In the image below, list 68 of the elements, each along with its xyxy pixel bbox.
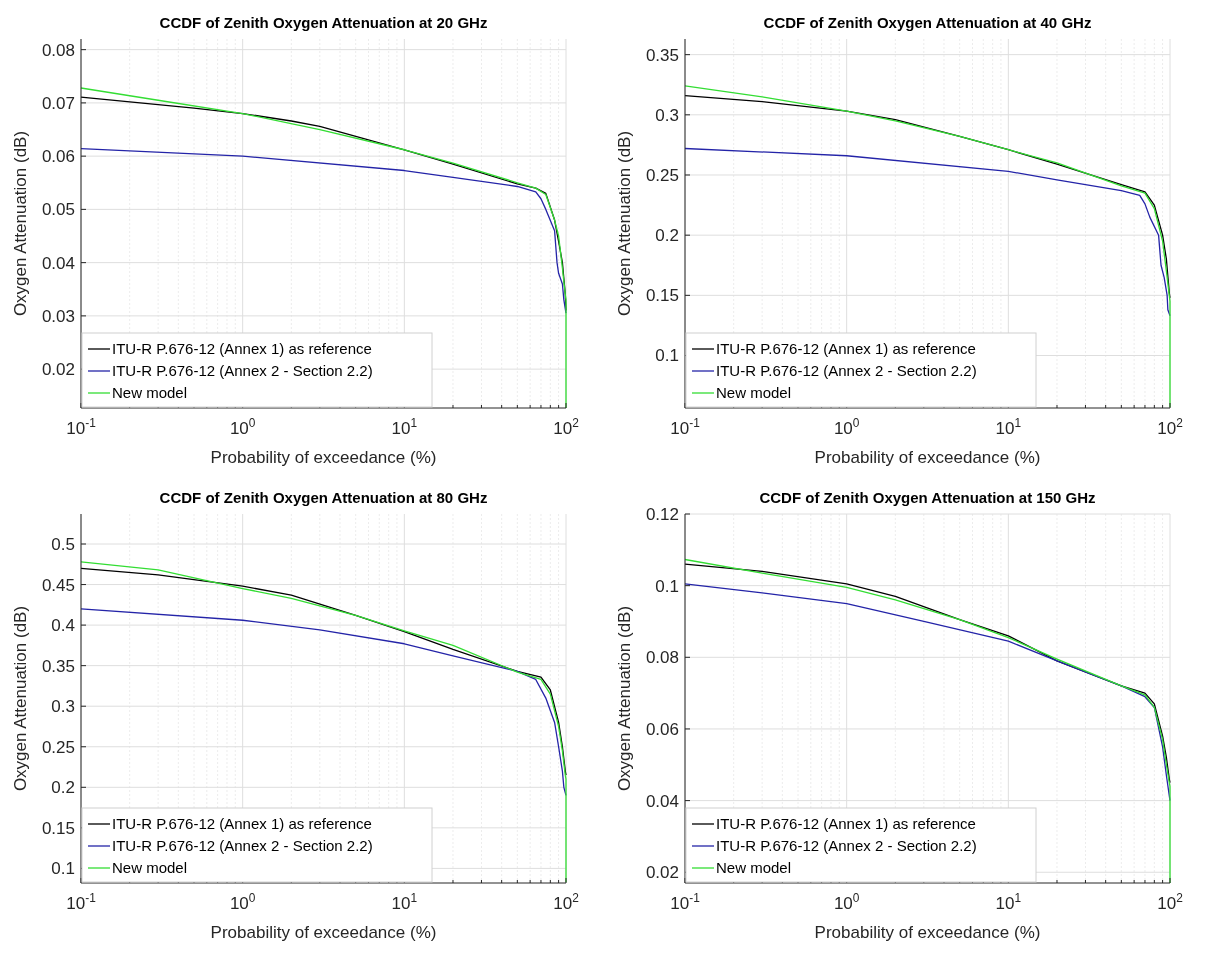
y-axis-title: Oxygen Attenuation (dB): [11, 130, 30, 317]
x-tick-label: 10$^{0}$: [229, 416, 256, 438]
x-tick-label: 10$^{-1}$: [66, 891, 97, 913]
legend-label: ITU-R P.676-12 (Annex 2 - Section 2.2): [716, 837, 977, 855]
y-tick-label: 0.02: [41, 360, 75, 380]
legend-label: ITU-R P.676-12 (Annex 1) as reference: [716, 815, 976, 833]
y-tick-label: 0.06: [645, 719, 679, 739]
legend-label: ITU-R P.676-12 (Annex 1) as reference: [112, 815, 372, 833]
legend-label: ITU-R P.676-12 (Annex 2 - Section 2.2): [716, 362, 977, 380]
y-tick-label: 0.4: [51, 616, 75, 636]
y-tick-label: 0.12: [645, 504, 679, 524]
x-tick-label: 10$^{1}$: [995, 416, 1022, 438]
legend-label: New model: [716, 384, 792, 402]
y-tick-label: 0.2: [51, 778, 75, 798]
y-tick-label: 0.07: [41, 93, 75, 113]
y-tick-label: 0.04: [645, 791, 679, 811]
y-tick-label: 0.2: [655, 226, 679, 246]
legend-label: ITU-R P.676-12 (Annex 2 - Section 2.2): [112, 362, 373, 380]
x-tick-label: 10$^{0}$: [229, 891, 256, 913]
legend-label: ITU-R P.676-12 (Annex 2 - Section 2.2): [112, 837, 373, 855]
x-tick-label: 10$^{2}$: [553, 416, 580, 438]
x-tick-label: 10$^{1}$: [995, 891, 1022, 913]
y-tick-label: 0.06: [41, 147, 75, 167]
x-axis-title: Probability of exceedance (%): [814, 448, 1041, 467]
y-tick-label: 0.05: [41, 200, 75, 220]
x-tick-label: 10$^{2}$: [1157, 891, 1184, 913]
y-axis-title: Oxygen Attenuation (dB): [615, 605, 634, 792]
legend-label: New model: [112, 384, 188, 402]
y-tick-label: 0.08: [645, 648, 679, 668]
x-tick-label: 10$^{2}$: [553, 891, 580, 913]
x-tick-label: 10$^{1}$: [391, 416, 418, 438]
y-tick-label: 0.45: [41, 575, 75, 595]
y-axis-title: Oxygen Attenuation (dB): [615, 130, 634, 317]
legend-label: ITU-R P.676-12 (Annex 1) as reference: [716, 340, 976, 358]
y-tick-label: 0.25: [41, 737, 75, 757]
x-tick-label: 10$^{0}$: [833, 891, 860, 913]
y-tick-label: 0.03: [41, 306, 75, 326]
x-tick-label: 10$^{2}$: [1157, 416, 1184, 438]
y-tick-label: 0.1: [51, 859, 75, 879]
y-tick-label: 0.3: [655, 105, 679, 125]
x-tick-label: 10$^{0}$: [833, 416, 860, 438]
legend-label: New model: [716, 859, 792, 877]
y-tick-label: 0.5: [51, 534, 75, 554]
y-tick-label: 0.15: [41, 818, 75, 838]
y-tick-label: 0.35: [41, 656, 75, 676]
x-tick-label: 10$^{-1}$: [66, 416, 97, 438]
y-tick-label: 0.25: [645, 165, 679, 185]
x-tick-label: 10$^{-1}$: [670, 891, 701, 913]
y-tick-label: 0.3: [51, 697, 75, 717]
chart-title: CCDF of Zenith Oxygen Attenuation at 150 GHz: [759, 489, 1096, 506]
x-tick-label: 10$^{-1}$: [670, 416, 701, 438]
x-axis-title: Probability of exceedance (%): [814, 923, 1041, 942]
y-tick-label: 0.1: [655, 346, 679, 366]
legend-label: ITU-R P.676-12 (Annex 1) as reference: [112, 340, 372, 358]
x-axis-title: Probability of exceedance (%): [210, 448, 437, 467]
y-tick-label: 0.35: [645, 45, 679, 65]
y-tick-label: 0.1: [655, 576, 679, 596]
y-tick-label: 0.04: [41, 253, 75, 273]
chart-title: CCDF of Zenith Oxygen Attenuation at 80 GHz: [159, 489, 488, 506]
y-axis-title: Oxygen Attenuation (dB): [11, 605, 30, 792]
chart-title: CCDF of Zenith Oxygen Attenuation at 40 GHz: [763, 14, 1092, 31]
chart-title: CCDF of Zenith Oxygen Attenuation at 20 GHz: [159, 14, 488, 31]
y-tick-label: 0.02: [645, 863, 679, 883]
y-tick-label: 0.08: [41, 40, 75, 60]
y-tick-label: 0.15: [645, 286, 679, 306]
x-tick-label: 10$^{1}$: [391, 891, 418, 913]
legend-label: New model: [112, 859, 188, 877]
x-axis-title: Probability of exceedance (%): [210, 923, 437, 942]
